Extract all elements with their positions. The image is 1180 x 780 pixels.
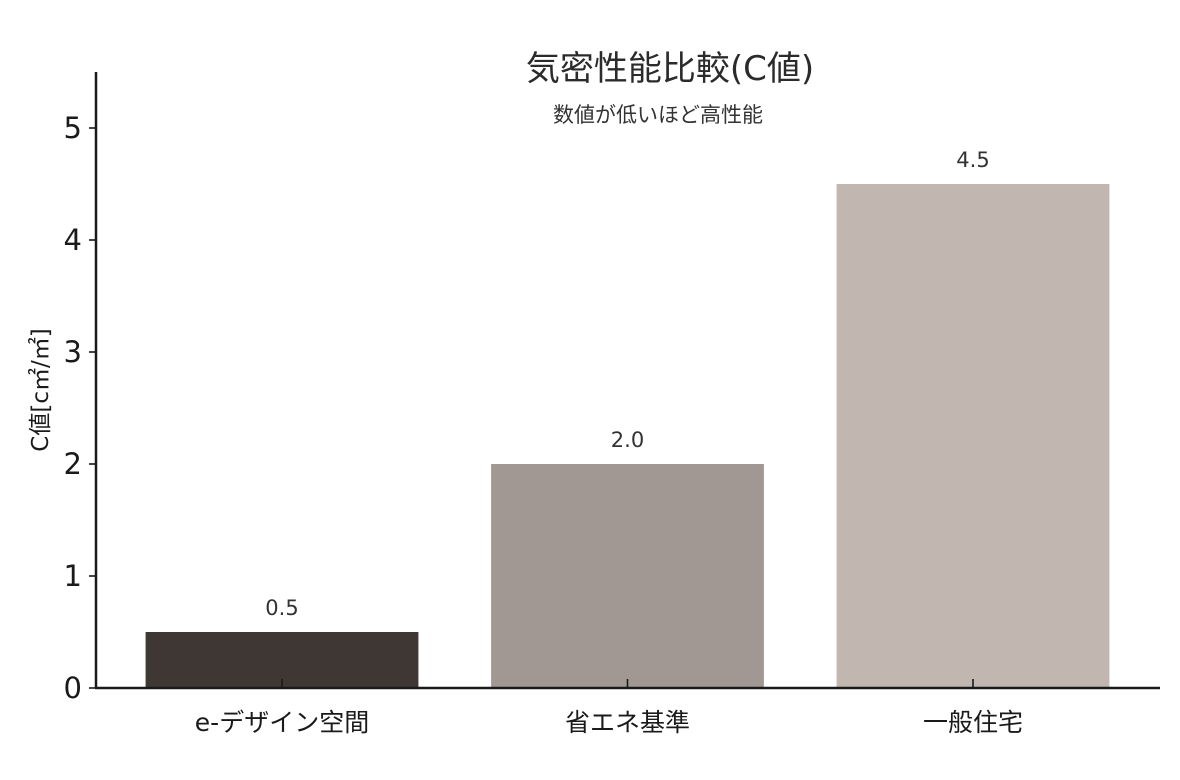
y-axis-ticks: 0 1 2 3 4 5 (64, 111, 96, 705)
data-labels-group: 0.5 2.0 4.5 (265, 148, 989, 620)
x-tick-label: e-デザイン空間 (195, 708, 369, 737)
bar-value-label: 4.5 (956, 148, 989, 172)
y-tick-label: 5 (64, 111, 82, 145)
y-tick-label: 0 (64, 671, 82, 705)
x-tick-label: 一般住宅 (923, 708, 1023, 737)
bars-group (145, 184, 1110, 688)
x-axis-ticks: e-デザイン空間 省エネ基準 一般住宅 (195, 679, 1023, 737)
x-tick-label: 省エネ基準 (565, 708, 690, 737)
chart-subtitle: 数値が低いほど高性能 (553, 103, 763, 127)
y-axis-label: C値[c㎡/㎡] (28, 328, 54, 451)
y-tick-label: 3 (64, 335, 82, 369)
bar (836, 184, 1110, 688)
y-tick-label: 1 (64, 559, 82, 593)
bar-value-label: 2.0 (611, 428, 644, 452)
y-tick-label: 4 (64, 223, 82, 257)
bar-value-label: 0.5 (265, 596, 298, 620)
bar (491, 464, 764, 688)
chart-title: 気密性能比較(C値) (526, 49, 814, 89)
y-tick-label: 2 (64, 447, 82, 481)
bar (145, 632, 419, 688)
